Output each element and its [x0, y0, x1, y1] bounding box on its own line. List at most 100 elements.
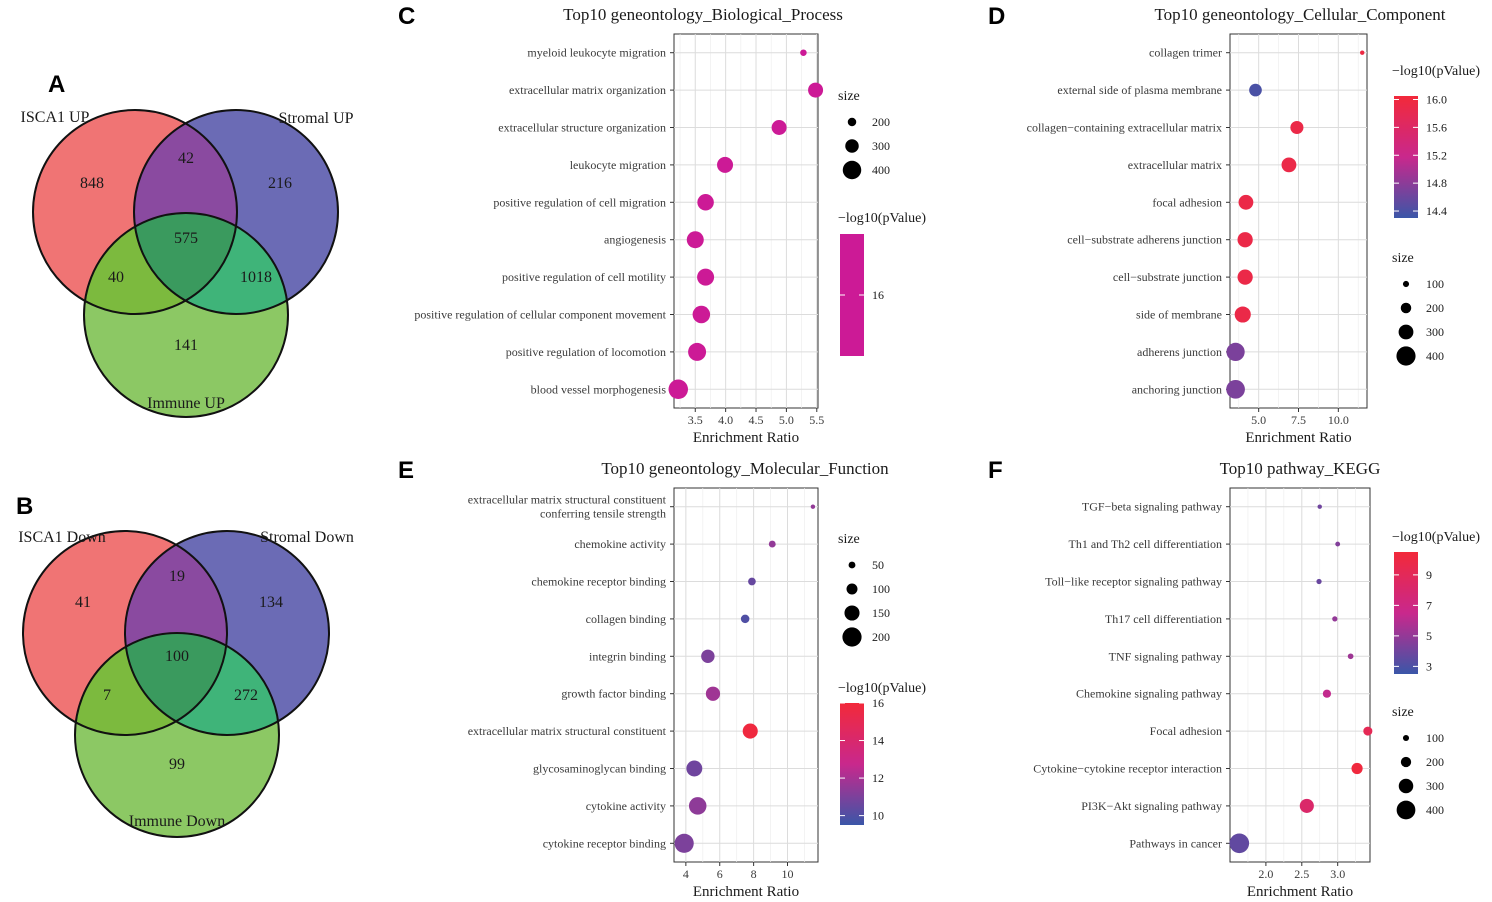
size-legend-label: 300 [872, 139, 890, 153]
data-point [1237, 232, 1253, 248]
data-point [808, 82, 824, 98]
size-legend-title: size [838, 532, 860, 547]
color-legend-title: −log10(pValue) [1392, 530, 1480, 545]
data-point [1322, 689, 1332, 698]
color-legend-label: 14.8 [1426, 176, 1447, 190]
data-point [1226, 342, 1245, 362]
size-legend-dot [844, 605, 860, 621]
y-tick-label: TNF signaling pathway [1109, 649, 1222, 663]
size-legend-title: size [1392, 705, 1414, 720]
venn-region-count: 40 [108, 269, 124, 286]
y-tick-label: cell−substrate junction [1113, 270, 1222, 284]
y-tick-label: cytokine activity [586, 799, 666, 813]
y-tick-label: side of membrane [1136, 308, 1222, 322]
size-legend-label: 400 [1426, 803, 1444, 817]
y-tick-label: positive regulation of cell migration [493, 195, 666, 209]
x-tick-label: 10 [782, 867, 794, 881]
venn-set-label: Stromal Down [260, 529, 354, 546]
color-legend-label: 14 [872, 734, 884, 748]
y-tick-label: external side of plasma membrane [1057, 83, 1222, 97]
size-legend-dot [842, 627, 862, 647]
data-point [1335, 541, 1341, 547]
x-tick-label: 5.0 [779, 413, 794, 427]
x-tick-label: 4.0 [718, 413, 733, 427]
y-tick-label: Chemokine signaling pathway [1076, 687, 1222, 701]
color-legend-label: 16.0 [1426, 92, 1447, 106]
size-legend-label: 200 [872, 115, 890, 129]
x-tick-label: 5.0 [1251, 413, 1266, 427]
data-point [800, 49, 807, 56]
venn-set-label: Immune UP [147, 395, 225, 412]
data-point [701, 649, 715, 664]
size-legend-dot [1402, 280, 1410, 288]
venn-set-label: ISCA1 UP [21, 109, 90, 126]
plot-area [1229, 487, 1371, 863]
x-tick-label: 10.0 [1328, 413, 1349, 427]
size-legend-label: 150 [872, 606, 890, 620]
color-legend-label: 7 [1426, 598, 1432, 612]
data-point [742, 723, 758, 739]
color-legend-label: 9 [1426, 568, 1432, 582]
venn-diagram-b: ISCA1 Down Stromal Down Immune Down 41 134 99… [18, 529, 354, 838]
chart-title: Top10 geneontology_Molecular_Function [601, 459, 889, 478]
size-legend-dot [1396, 800, 1416, 820]
size-legend-dot [1398, 778, 1414, 794]
x-tick-label: 7.5 [1291, 413, 1306, 427]
venn-circle-outline [83, 212, 289, 418]
data-point [1281, 157, 1297, 173]
data-point [1229, 833, 1250, 854]
panel-label-e: E [398, 457, 414, 484]
y-tick-label: extracellular matrix structural constitu… [468, 724, 667, 738]
x-tick-label: 5.5 [809, 413, 824, 427]
data-point [686, 231, 704, 249]
size-legend-label: 200 [1426, 301, 1444, 315]
color-legend-label: 3 [1426, 659, 1432, 673]
y-tick-label: Th1 and Th2 cell differentiation [1068, 537, 1222, 551]
y-tick-label: Focal adhesion [1150, 724, 1222, 738]
venn-region-count: 216 [268, 175, 292, 192]
data-point [1226, 379, 1245, 399]
venn-region-count: 7 [103, 687, 111, 704]
y-tick-label: extracellular matrix organization [509, 83, 666, 97]
size-legend-title: size [838, 89, 860, 104]
y-tick-label: positive regulation of cellular componen… [414, 308, 666, 322]
color-legend-bar [1394, 552, 1418, 674]
panel-label-b: B [16, 493, 33, 520]
y-tick-label: glycosaminoglycan binding [533, 762, 666, 776]
data-point [740, 614, 750, 624]
y-tick-label: Th17 cell differentiation [1105, 612, 1222, 626]
size-legend-dot [1400, 302, 1412, 314]
data-point [1363, 726, 1373, 736]
y-tick-label: cell−substrate adherens junction [1067, 233, 1222, 247]
y-tick-label-line: conferring tensile strength [540, 507, 666, 521]
data-point [1332, 616, 1338, 622]
size-legend-dot [842, 160, 862, 180]
x-tick-label: 2.0 [1258, 867, 1273, 881]
data-point [1317, 504, 1322, 509]
venn-region-count: 41 [75, 594, 91, 611]
venn-overlap-13 [75, 633, 227, 735]
venn-region-count: 575 [174, 230, 198, 247]
venn-circle-outline [74, 632, 280, 838]
color-legend-label: 15.2 [1426, 148, 1447, 162]
data-point [688, 797, 707, 815]
color-legend-title: −log10(pValue) [838, 681, 926, 696]
data-point [771, 120, 787, 135]
venn-region-count: 100 [165, 648, 189, 665]
size-legend-dot [847, 117, 857, 127]
venn-region-count: 42 [178, 150, 194, 167]
x-axis-label: Enrichment Ratio [693, 884, 799, 900]
size-legend-label: 300 [1426, 325, 1444, 339]
venn-region-count: 99 [169, 756, 185, 773]
venn-overlap-13-region [75, 633, 227, 735]
color-legend-bar [1394, 96, 1418, 218]
x-tick-label: 8 [751, 867, 757, 881]
venn-circle-outline [22, 530, 228, 736]
dot-plot-e: Top10 geneontology_Molecular_Functionext… [468, 459, 927, 900]
color-legend-label: 14.4 [1426, 204, 1447, 218]
data-point [674, 833, 694, 853]
data-point [1234, 306, 1251, 323]
y-tick-label: angiogenesis [604, 233, 666, 247]
panel-label-f: F [988, 457, 1003, 484]
x-tick-label: 4.5 [749, 413, 764, 427]
